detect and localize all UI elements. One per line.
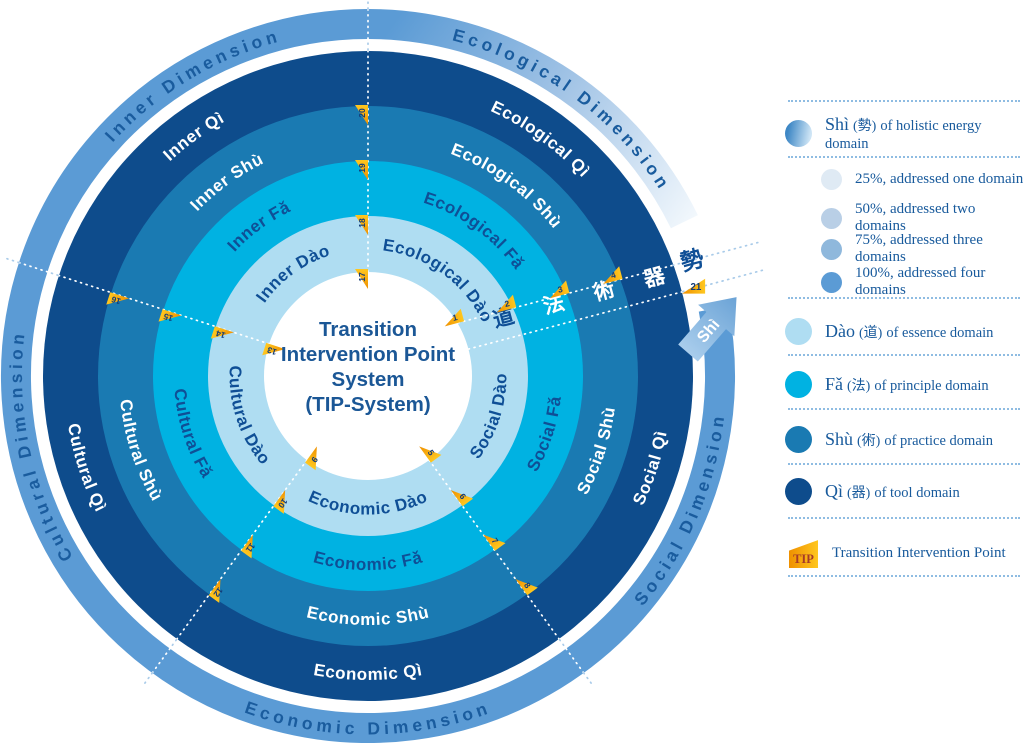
tip-marker: 5 [419, 446, 442, 463]
pct-100-label: 100%, addressed four domains [855, 265, 986, 298]
pct-100-swatch [821, 271, 842, 293]
tip-number: 8 [522, 580, 533, 590]
legend-shu-label: Shù (術) of practice domain [825, 429, 994, 449]
tip-number: 2 [503, 298, 510, 309]
center-circle [264, 272, 472, 480]
legend-dao-row: Dào (道) of essence domain [780, 318, 1024, 345]
tip-marker: 15 [158, 309, 182, 324]
legend-shi-row: Shì (勢) of holistic energy domain [780, 114, 1024, 153]
legend-pct-100-row: 100%, addressed four domains [780, 265, 1024, 299]
tip-number: 1 [451, 312, 458, 323]
tip-marker: 10 [273, 490, 290, 514]
tip-number: 14 [214, 328, 226, 341]
pct-50-swatch [821, 207, 842, 229]
tip-group: 9 10 11 12 [208, 446, 320, 603]
tip-marker: 6 [450, 490, 474, 507]
center-title-line: Intervention Point [281, 343, 455, 366]
legend-panel: Shì (勢) of holistic energy domain 25%, add… [780, 0, 1024, 743]
tip-marker: 11 [241, 534, 257, 559]
tip-marker: 14 [210, 326, 234, 341]
legend-divider [788, 156, 1020, 158]
legend-pct-25-row: 25%, addressed one domain [780, 169, 1024, 190]
fa-swatch [785, 371, 812, 398]
dimension-band-ecological-fade [367, 9, 698, 229]
legend-tip-row: TIP Transition Intervention Point [780, 539, 1024, 568]
tip-marker: 13 [262, 342, 286, 358]
center-title-line: Transition [319, 318, 417, 341]
tip-number: 21 [690, 282, 701, 293]
tip-number: 5 [426, 448, 437, 458]
tip-marker: 1 [444, 308, 465, 327]
legend-fa-row: Fǎ (法) of principle domain [780, 371, 1024, 398]
shi-axis: 道法術器勢1234 [444, 240, 765, 350]
tip-marker: 21 [682, 278, 706, 294]
tip-marker: 7 [483, 534, 506, 551]
legend-divider [788, 575, 1020, 577]
axis-char-shi: 勢 [678, 245, 707, 276]
legend-divider [788, 297, 1020, 299]
tip-marker: 18 [355, 215, 368, 235]
legend-divider [788, 517, 1020, 519]
legend-pct-75-row: 75%, addressed three domains [780, 232, 1024, 266]
tip-marker: 8 [515, 579, 538, 596]
legend-qi-label: Qì (器) of tool domain [825, 481, 960, 501]
tip-number: 9 [309, 455, 320, 465]
pct-75-label: 75%, addressed three domains [855, 232, 983, 265]
tip-number: 16 [110, 294, 122, 307]
qi-swatch [785, 478, 812, 505]
tip-number: 20 [357, 108, 367, 118]
legend-shi-label: Shì (勢) of holistic energy domain [825, 114, 982, 152]
pct-75-swatch [821, 238, 842, 260]
tip-marker: 9 [305, 446, 320, 471]
tip-number: 6 [457, 491, 468, 501]
tip-group: 13 14 15 16 [106, 292, 286, 358]
legend-qi-row: Qì (器) of tool domain [780, 478, 1024, 505]
legend-dao-label: Dào (道) of essence domain [825, 321, 994, 341]
legend-tip-label: Transition Intervention Point [832, 545, 1006, 561]
tip-marker: 17 [355, 269, 368, 289]
tip-marker: 19 [355, 160, 368, 180]
shi-gradient-swatch [785, 120, 812, 147]
pct-25-swatch [821, 169, 842, 190]
legend-divider [788, 408, 1020, 410]
tip-marker: 20 [355, 105, 368, 125]
tip-number: 15 [162, 311, 174, 324]
tip-marker: 12 [208, 579, 225, 603]
tip-marker: 3 [550, 280, 570, 299]
legend-divider [788, 100, 1020, 102]
tip-group: 17 18 19 20 [355, 105, 368, 289]
tip-number: 7 [490, 536, 501, 546]
legend-fa-label: Fǎ (法) of principle domain [825, 374, 989, 394]
pct-50-label: 50%, addressed two domains [855, 201, 976, 234]
dimension-band [1, 9, 735, 743]
tip-number: 19 [357, 163, 367, 173]
tip-marker: 16 [106, 292, 130, 307]
tip-number: 3 [557, 284, 564, 295]
tip-triangle-icon: TIP [789, 540, 818, 568]
center-title-line: (TIP-System) [305, 393, 430, 416]
shu-swatch [785, 426, 812, 453]
tip-number: 17 [357, 272, 367, 282]
tip-number: 4 [610, 270, 617, 281]
pct-25-label: 25%, addressed one domain [855, 171, 1024, 187]
legend-pct-50-row: 50%, addressed two domains [780, 201, 1024, 235]
tip-number: 18 [357, 218, 367, 228]
ring-label: Economic Qì [312, 660, 423, 684]
tip-marker: 2 [496, 294, 517, 313]
dao-swatch [785, 318, 812, 345]
tip-marker: 4 [603, 266, 623, 284]
center-title-line: System [332, 368, 405, 391]
tip-number: 13 [266, 345, 278, 358]
legend-shu-row: Shù (術) of practice domain [780, 426, 1024, 453]
tip-group: 5 6 7 8 [419, 446, 538, 596]
legend-divider [788, 354, 1020, 356]
legend-divider [788, 463, 1020, 465]
